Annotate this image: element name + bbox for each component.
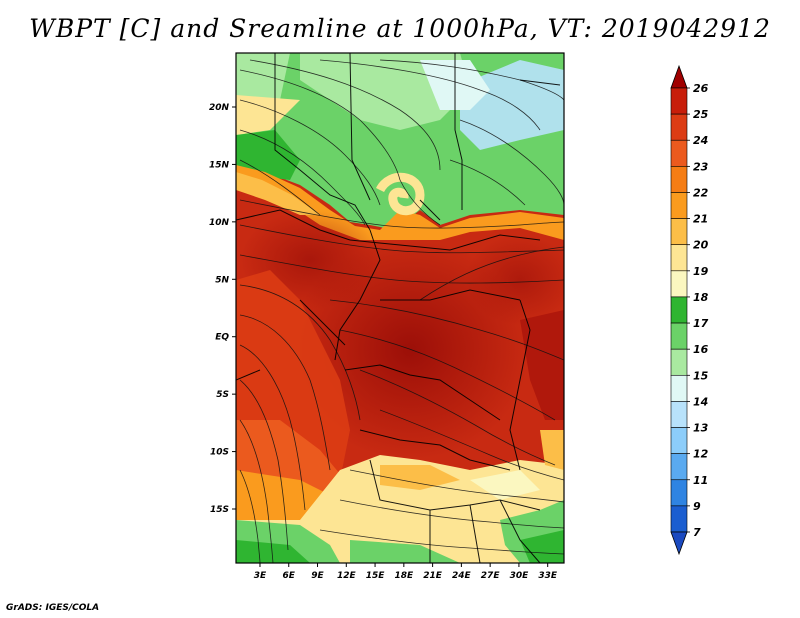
- colorbar-box: [670, 505, 688, 533]
- lon-tick-label: 30E: [510, 571, 530, 581]
- colorbar-label: 7: [693, 526, 701, 539]
- colorbar-label: 9: [693, 500, 701, 513]
- longitude-axis: 3E 6E 9E 12E 15E 18E 21E 24E 27E 30E 33E: [254, 563, 558, 581]
- colorbar-label: 17: [693, 317, 709, 330]
- colorbar-label: 26: [693, 82, 709, 95]
- map-frame: [235, 52, 565, 564]
- colorbar-box: [670, 270, 688, 298]
- lat-tick-label: 10N: [209, 218, 230, 228]
- colorbar-box: [670, 87, 688, 115]
- country-borders: [236, 53, 561, 563]
- lon-tick-label: 24E: [452, 571, 472, 581]
- lon-tick-label: 6E: [283, 571, 296, 581]
- colorbar-label: 16: [693, 343, 709, 356]
- lat-tick-label: 5N: [215, 275, 229, 285]
- map-field: [236, 53, 564, 563]
- lon-tick-label: 12E: [337, 571, 357, 581]
- colorbar-top-arrow: [670, 64, 688, 89]
- lat-tick-label: 15N: [209, 160, 230, 170]
- lon-tick-label: 21E: [423, 571, 443, 581]
- colorbar-label: 20: [693, 239, 709, 252]
- colorbar-label: 24: [693, 134, 708, 147]
- colorbar-label: 11: [693, 474, 708, 487]
- lon-tick-label: 3E: [254, 571, 267, 581]
- lat-tick-label: 20N: [209, 103, 230, 113]
- colorbar-label: 18: [693, 291, 709, 304]
- lon-tick-label: 33E: [538, 571, 558, 581]
- streamlines: [239, 59, 564, 563]
- colorbar-box: [670, 192, 688, 219]
- colorbar-box: [670, 296, 688, 324]
- colorbar-box: [670, 348, 688, 376]
- colorbar-box: [670, 113, 688, 141]
- colorbar-box: [670, 427, 688, 454]
- colorbar-box: [670, 453, 688, 481]
- colorbar-box: [670, 244, 688, 272]
- lon-tick-label: 27E: [481, 571, 501, 581]
- colorbar-box: [670, 374, 688, 402]
- colorbar-bottom-arrow: [670, 531, 688, 556]
- map-title: WBPT [C] and Sreamline at 1000hPa, VT: 2…: [29, 14, 771, 43]
- colorbar-label: 12: [693, 448, 709, 461]
- colorbar: 26 25 24 23 22 21 20 19 18 17 16 15 14 13 12 11 9 7: [670, 64, 709, 556]
- colorbar-box: [670, 166, 688, 193]
- colorbar-label: 21: [693, 213, 708, 226]
- colorbar-label: 22: [693, 186, 709, 199]
- colorbar-label: 15: [693, 369, 709, 382]
- lon-tick-label: 9E: [311, 571, 324, 581]
- colorbar-box: [670, 479, 688, 507]
- colorbar-box: [670, 218, 688, 246]
- colorbar-label: 25: [693, 108, 709, 121]
- colorbar-label: 13: [693, 422, 709, 435]
- colorbar-label: 14: [693, 395, 708, 408]
- lat-tick-label: EQ: [215, 333, 229, 343]
- grads-footer: GrADS: IGES/COLA: [6, 603, 100, 613]
- lat-tick-label: 10S: [210, 448, 229, 458]
- colorbar-box: [670, 322, 688, 350]
- colorbar-box: [670, 139, 688, 167]
- latitude-axis: 20N 15N 10N 5N EQ 5S 10S 15S: [209, 103, 236, 515]
- lon-tick-label: 18E: [394, 571, 414, 581]
- colorbar-box: [670, 401, 688, 428]
- lat-tick-label: 5S: [216, 390, 229, 400]
- colorbar-label: 23: [693, 160, 709, 173]
- colorbar-label: 19: [693, 265, 709, 278]
- lon-tick-label: 15E: [366, 571, 386, 581]
- lat-tick-label: 15S: [210, 505, 229, 515]
